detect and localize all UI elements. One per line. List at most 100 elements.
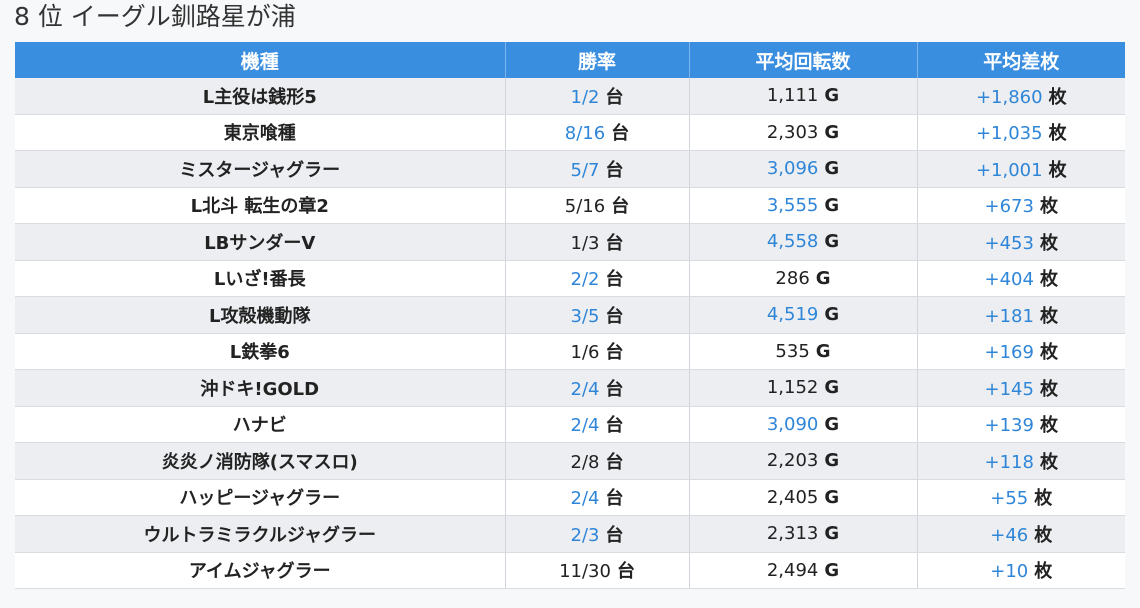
column-header-machine[interactable]: 機種: [15, 42, 506, 78]
cell-avg-spins: 3,090 G: [689, 406, 918, 443]
avg-diff-value: +169: [984, 342, 1034, 364]
cell-machine: 炎炎ノ消防隊(スマスロ): [15, 442, 506, 480]
cell-win-rate: 5/7 台: [505, 150, 690, 188]
cell-win-rate: 2/8 台: [505, 442, 690, 480]
table-row[interactable]: ハナビ 2/4 台 3,090 G +139 枚: [15, 406, 1125, 443]
avg-spins-value: 3,555: [766, 194, 819, 216]
avg-diff-unit: 枚: [1039, 415, 1058, 437]
avg-spins-unit: G: [815, 340, 831, 362]
win-rate-unit: 台: [605, 488, 624, 510]
cell-avg-spins: 4,558 G: [689, 223, 918, 261]
cell-machine: 東京喰種: [15, 114, 506, 151]
cell-machine: L主役は銭形5: [15, 78, 506, 115]
column-header-avg-spins[interactable]: 平均回転数: [689, 42, 918, 78]
cell-avg-spins: 1,111 G: [689, 78, 918, 115]
avg-diff-value: +46: [990, 524, 1029, 546]
cell-machine: L北斗 転生の章2: [15, 187, 506, 224]
cell-avg-diff: +404 枚: [917, 260, 1125, 297]
machine-name: L攻殻機動隊: [209, 305, 311, 327]
avg-spins-value: 535: [775, 340, 810, 362]
cell-avg-diff: +10 枚: [917, 552, 1125, 589]
cell-machine: アイムジャグラー: [15, 552, 506, 589]
win-rate-value: 2/3: [570, 524, 600, 546]
cell-win-rate: 2/4 台: [505, 479, 690, 516]
table-row[interactable]: ミスタージャグラー 5/7 台 3,096 G +1,001 枚: [15, 150, 1125, 188]
table-row[interactable]: Lいざ!番長 2/2 台 286 G +404 枚: [15, 260, 1125, 297]
machine-name: Lいざ!番長: [213, 269, 306, 291]
win-rate-value: 2/8: [570, 451, 600, 473]
cell-machine: ミスタージャグラー: [15, 150, 506, 188]
avg-spins-unit: G: [824, 450, 840, 472]
win-rate-unit: 台: [611, 123, 630, 145]
cell-machine: ウルトラミラクルジャグラー: [15, 515, 506, 553]
avg-spins-unit: G: [824, 413, 840, 435]
avg-diff-unit: 枚: [1048, 159, 1067, 181]
machine-name: ウルトラミラクルジャグラー: [143, 524, 377, 546]
cell-avg-spins: 3,096 G: [689, 150, 918, 188]
avg-diff-unit: 枚: [1039, 342, 1058, 364]
avg-spins-value: 286: [775, 267, 810, 289]
win-rate-value: 5/7: [570, 159, 600, 181]
table-row[interactable]: アイムジャグラー 11/30 台 2,494 G +10 枚: [15, 552, 1125, 589]
avg-diff-unit: 枚: [1048, 86, 1067, 108]
win-rate-value: 2/4: [570, 488, 600, 510]
cell-avg-diff: +1,001 枚: [917, 150, 1125, 188]
avg-diff-unit: 枚: [1039, 269, 1058, 291]
win-rate-unit: 台: [605, 451, 624, 473]
cell-machine: 沖ドキ!GOLD: [15, 369, 506, 407]
table-row[interactable]: 東京喰種 8/16 台 2,303 G +1,035 枚: [15, 114, 1125, 151]
avg-spins-unit: G: [824, 231, 840, 253]
cell-avg-diff: +118 枚: [917, 442, 1125, 480]
win-rate-unit: 台: [616, 561, 635, 583]
column-header-win-rate[interactable]: 勝率: [505, 42, 690, 78]
cell-win-rate: 2/3 台: [505, 515, 690, 553]
win-rate-unit: 台: [605, 378, 624, 400]
table-row[interactable]: 沖ドキ!GOLD 2/4 台 1,152 G +145 枚: [15, 369, 1125, 407]
table-row[interactable]: LBサンダーV 1/3 台 4,558 G +453 枚: [15, 223, 1125, 261]
avg-spins-value: 4,558: [766, 231, 819, 253]
table-row[interactable]: L主役は銭形5 1/2 台 1,111 G +1,860 枚: [15, 78, 1125, 115]
avg-diff-value: +55: [990, 488, 1029, 510]
avg-diff-value: +673: [984, 196, 1034, 218]
avg-spins-unit: G: [815, 267, 831, 289]
column-header-avg-diff[interactable]: 平均差枚: [917, 42, 1125, 78]
cell-win-rate: 2/4 台: [505, 406, 690, 443]
win-rate-value: 2/2: [570, 269, 600, 291]
win-rate-unit: 台: [605, 232, 624, 254]
avg-spins-unit: G: [824, 559, 840, 581]
win-rate-value: 11/30: [559, 561, 611, 583]
cell-win-rate: 5/16 台: [505, 187, 690, 224]
table-row[interactable]: ハッピージャグラー 2/4 台 2,405 G +55 枚: [15, 479, 1125, 516]
win-rate-unit: 台: [605, 269, 624, 291]
win-rate-value: 3/5: [570, 305, 600, 327]
table-row[interactable]: L北斗 転生の章2 5/16 台 3,555 G +673 枚: [15, 187, 1125, 224]
table-row[interactable]: L鉄拳6 1/6 台 535 G +169 枚: [15, 333, 1125, 370]
win-rate-value: 1/3: [570, 232, 600, 254]
avg-diff-unit: 枚: [1039, 378, 1058, 400]
win-rate-unit: 台: [611, 196, 630, 218]
machine-name: L北斗 転生の章2: [190, 196, 329, 218]
avg-diff-value: +139: [984, 415, 1034, 437]
avg-diff-unit: 枚: [1048, 123, 1067, 145]
machine-name: ミスタージャグラー: [179, 159, 341, 181]
machine-name: LBサンダーV: [204, 232, 316, 254]
table-row[interactable]: ウルトラミラクルジャグラー 2/3 台 2,313 G +46 枚: [15, 515, 1125, 553]
win-rate-value: 2/4: [570, 378, 600, 400]
win-rate-unit: 台: [605, 86, 624, 108]
cell-avg-diff: +1,860 枚: [917, 78, 1125, 115]
avg-spins-value: 2,405: [766, 486, 819, 508]
cell-machine: LBサンダーV: [15, 223, 506, 261]
table-row[interactable]: 炎炎ノ消防隊(スマスロ) 2/8 台 2,203 G +118 枚: [15, 442, 1125, 480]
cell-win-rate: 3/5 台: [505, 296, 690, 334]
win-rate-value: 1/2: [570, 86, 600, 108]
cell-avg-spins: 3,555 G: [689, 187, 918, 224]
table-row[interactable]: L攻殻機動隊 3/5 台 4,519 G +181 枚: [15, 296, 1125, 334]
avg-spins-value: 2,494: [766, 559, 819, 581]
avg-spins-unit: G: [824, 158, 840, 180]
cell-avg-spins: 2,313 G: [689, 515, 918, 553]
avg-diff-value: +1,035: [975, 123, 1043, 145]
win-rate-unit: 台: [605, 159, 624, 181]
avg-diff-value: +118: [984, 451, 1034, 473]
header-row: 機種 勝率 平均回転数 平均差枚: [15, 42, 1125, 78]
win-rate-value: 8/16: [564, 123, 606, 145]
